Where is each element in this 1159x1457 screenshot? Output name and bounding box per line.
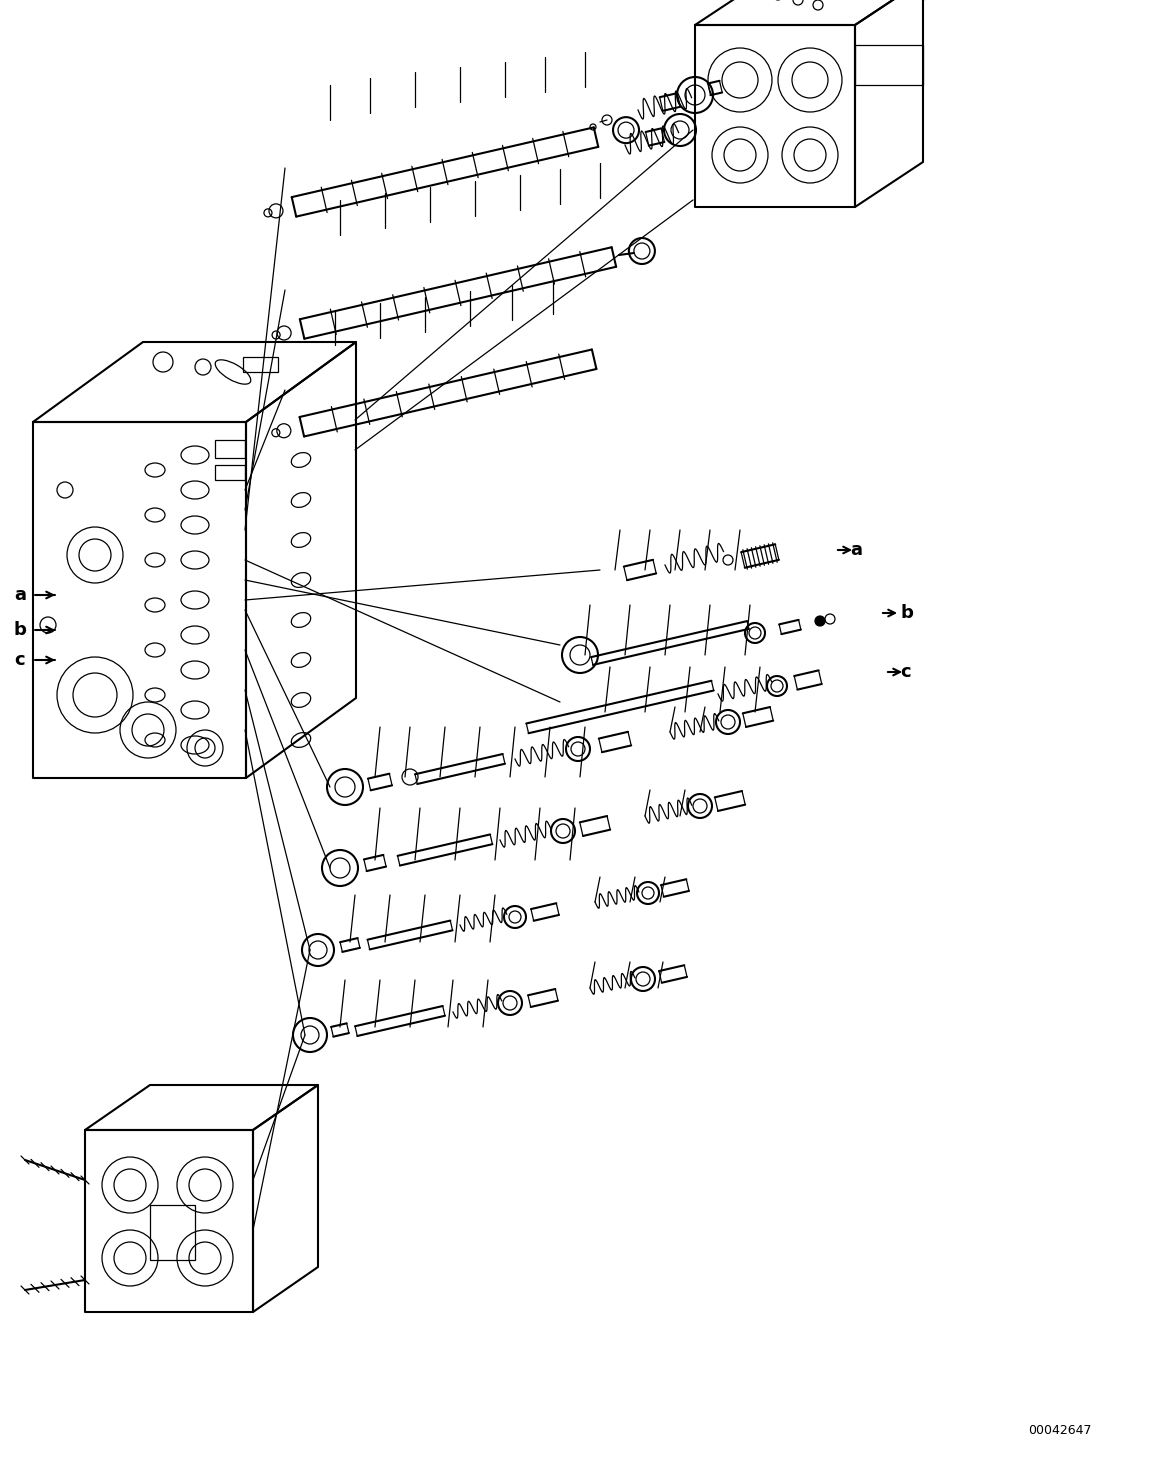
Text: 00042647: 00042647 — [1028, 1423, 1092, 1437]
Bar — [855, 45, 923, 85]
Text: c: c — [901, 663, 911, 680]
Bar — [150, 1205, 195, 1260]
Text: b: b — [901, 605, 913, 622]
Circle shape — [815, 616, 825, 627]
Bar — [216, 440, 245, 457]
Text: c: c — [15, 651, 25, 669]
Bar — [243, 357, 278, 372]
Text: a: a — [14, 586, 25, 605]
Text: b: b — [14, 621, 27, 640]
Text: a: a — [850, 541, 862, 559]
Bar — [216, 465, 245, 479]
